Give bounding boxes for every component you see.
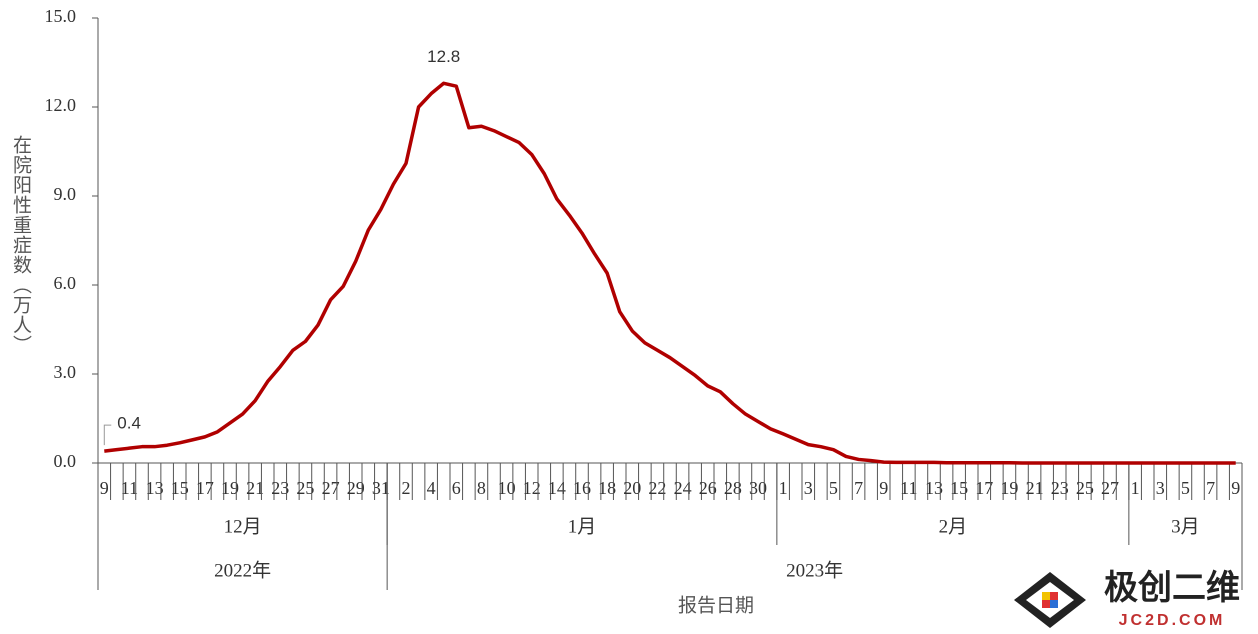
month-label: 1月 (568, 516, 597, 537)
x-tick-label: 14 (548, 478, 566, 498)
x-tick-label: 29 (347, 478, 365, 498)
data-label: 12.8 (427, 47, 460, 66)
x-tick-label: 28 (724, 478, 742, 498)
y-axis-title: 在院阳性重症数（万人） (10, 135, 32, 355)
x-tick-label: 19 (1000, 478, 1018, 498)
year-label: 2023年 (786, 559, 843, 581)
x-tick-label: 18 (598, 478, 616, 498)
x-tick-label: 9 (100, 478, 109, 498)
x-tick-label: 11 (900, 478, 917, 498)
x-tick-label: 4 (427, 478, 436, 498)
x-tick-label: 5 (1181, 478, 1190, 498)
x-tick-label: 25 (296, 478, 314, 498)
x-tick-label: 30 (749, 478, 767, 498)
x-tick-label: 13 (925, 478, 943, 498)
x-tick-label: 15 (171, 478, 189, 498)
y-tick-label: 12.0 (45, 95, 77, 115)
x-tick-label: 22 (648, 478, 666, 498)
x-axis-title: 报告日期 (678, 595, 754, 617)
x-tick-label: 17 (975, 478, 993, 498)
y-tick-label: 9.0 (54, 184, 77, 204)
watermark-url: JC2D.COM (1119, 612, 1226, 629)
x-tick-label: 13 (146, 478, 164, 498)
x-tick-label: 11 (121, 478, 138, 498)
watermark: 极创二维 JC2D.COM (1014, 569, 1240, 629)
y-tick-label: 6.0 (54, 273, 77, 293)
month-label: 12月 (224, 516, 262, 537)
x-tick-label: 3 (1156, 478, 1165, 498)
label-leader (103, 424, 112, 446)
year-label: 2022年 (214, 559, 271, 581)
x-tick-label: 21 (1026, 478, 1044, 498)
x-tick-label: 10 (498, 478, 516, 498)
x-tick-label: 21 (246, 478, 264, 498)
x-tick-label: 31 (372, 478, 390, 498)
y-tick-label: 0.0 (54, 451, 77, 471)
x-tick-label: 16 (573, 478, 591, 498)
x-tick-label: 20 (623, 478, 641, 498)
month-label: 2月 (939, 516, 968, 537)
x-tick-label: 23 (1051, 478, 1069, 498)
x-tick-label: 17 (196, 478, 214, 498)
x-tick-label: 9 (879, 478, 888, 498)
y-tick-label: 15.0 (45, 6, 77, 26)
x-tick-label: 7 (1206, 478, 1215, 498)
month-label: 3月 (1171, 516, 1200, 537)
x-tick-label: 5 (829, 478, 838, 498)
x-tick-label: 2 (402, 478, 411, 498)
data-label: 0.4 (117, 414, 141, 433)
x-tick-label: 3 (804, 478, 813, 498)
watermark-name: 极创二维 (1104, 569, 1240, 607)
x-tick-label: 8 (477, 478, 486, 498)
x-tick-label: 27 (1101, 478, 1119, 498)
data-line (104, 81, 1236, 465)
x-tick-label: 1 (1131, 478, 1140, 498)
x-tick-label: 25 (1076, 478, 1094, 498)
x-tick-label: 24 (674, 478, 692, 498)
x-tick-label: 23 (271, 478, 289, 498)
x-tick-label: 27 (322, 478, 340, 498)
x-tick-label: 26 (699, 478, 717, 498)
x-tick-label: 7 (854, 478, 863, 498)
x-tick-label: 15 (950, 478, 968, 498)
y-tick-label: 3.0 (54, 362, 77, 382)
x-tick-label: 12 (523, 478, 541, 498)
x-tick-label: 6 (452, 478, 461, 498)
x-tick-label: 1 (779, 478, 788, 498)
x-tick-label: 19 (221, 478, 239, 498)
x-tick-label: 9 (1231, 478, 1240, 498)
